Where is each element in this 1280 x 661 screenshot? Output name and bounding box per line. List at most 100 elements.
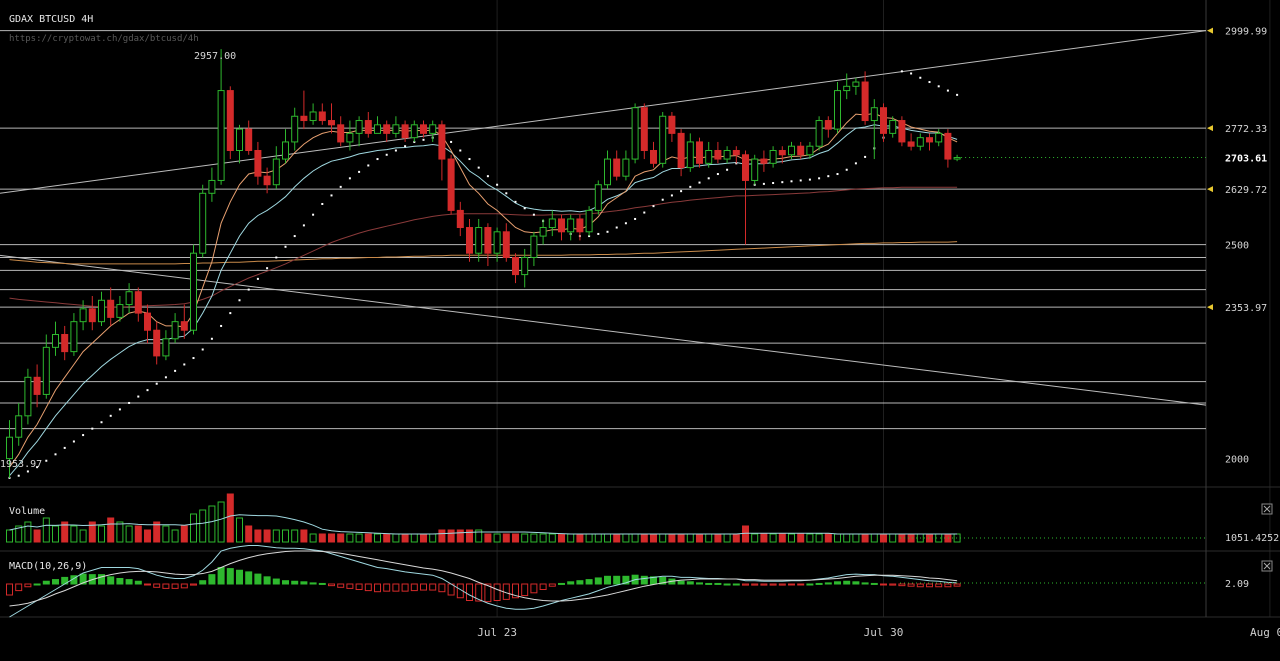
volume-bar [686, 533, 694, 543]
volume-bar [24, 521, 32, 543]
macd-histogram-bar [622, 575, 630, 585]
macd-histogram-bar [410, 583, 418, 592]
macd-histogram-bar [797, 583, 805, 586]
sar-dot [606, 230, 609, 233]
macd-histogram-bar [98, 574, 105, 585]
volume-bar [880, 533, 887, 543]
sar-dot [302, 224, 305, 227]
volume-bar [318, 533, 326, 543]
sar-dot [450, 140, 453, 143]
volume-bar [705, 533, 713, 543]
macd-histogram-bar [585, 579, 593, 585]
macd-histogram-bar [79, 573, 87, 585]
candle-body [898, 120, 906, 143]
volume-bar [245, 525, 253, 543]
sar-dot [137, 395, 140, 398]
volume-bar [548, 533, 556, 543]
candle-body [732, 149, 740, 156]
macd-histogram-bar [392, 583, 400, 592]
sar-dot [808, 178, 811, 181]
macd-histogram-bar [705, 582, 713, 585]
candle-body [907, 141, 915, 147]
sar-dot [54, 453, 57, 456]
sar-dot [220, 324, 223, 327]
candle-body [98, 299, 105, 323]
macd-histogram-bar [539, 583, 547, 590]
sar-dot [72, 440, 75, 443]
macd-histogram-bar [52, 579, 59, 585]
macd-indicator [6, 545, 961, 618]
volume-bar [815, 533, 823, 543]
candle-body [52, 334, 59, 348]
volume-bar [861, 533, 869, 543]
candle-body [420, 124, 427, 134]
macd-histogram-bar [355, 583, 363, 590]
candle-body [429, 124, 437, 134]
volume-bar [631, 533, 639, 543]
volume-bar [696, 533, 703, 543]
candle-body [889, 120, 897, 134]
sar-dot [634, 217, 637, 220]
candle-body [79, 308, 87, 323]
macd-histogram-bar [751, 583, 759, 586]
macd-histogram-bar [861, 582, 869, 585]
macd-histogram-bar [420, 583, 427, 591]
volume-bar [640, 533, 648, 543]
volume-bar [824, 533, 832, 543]
ema-fast-line [9, 112, 958, 468]
macd-histogram-bar [272, 578, 280, 585]
macd-histogram-bar [438, 583, 446, 593]
candle-body [364, 120, 372, 134]
macd-histogram-bar [282, 580, 289, 585]
sar-dot [459, 149, 462, 152]
candle-body [88, 308, 96, 323]
candle-body [70, 321, 78, 353]
volume-bar [420, 533, 427, 543]
candle-body [180, 321, 188, 331]
volume-bar [180, 525, 188, 543]
sar-dot [238, 299, 241, 302]
volume-bar [383, 533, 391, 543]
sar-dot [900, 70, 903, 73]
sar-dot [661, 198, 664, 201]
candle-body [33, 376, 41, 395]
candle-body [245, 128, 253, 151]
price-axis-label: 2999.99 [1225, 27, 1267, 38]
volume-bar [263, 529, 271, 543]
macd-histogram-bar [190, 583, 197, 586]
ma-longer-line [9, 241, 958, 265]
candle-body [309, 111, 317, 122]
candle-body [42, 346, 50, 395]
volume-bar [788, 533, 795, 543]
sar-dot [680, 190, 683, 193]
sar-dot [404, 145, 407, 148]
candle-body [548, 218, 556, 229]
volume-close-icon[interactable] [1261, 503, 1273, 515]
sar-dot [836, 173, 839, 176]
candle-body [456, 209, 464, 229]
ma-long-line [9, 186, 958, 308]
sar-dot [523, 207, 526, 210]
volume-bar [843, 533, 851, 543]
macd-histogram-bar [650, 576, 657, 585]
candle-body [751, 158, 759, 181]
candle-body [604, 158, 611, 186]
volume-bar [364, 533, 372, 543]
candle-body [61, 334, 69, 353]
sar-dot [532, 213, 535, 216]
volume-bar [392, 533, 400, 543]
volume-bar [493, 533, 501, 543]
volume-bar [272, 529, 280, 543]
macd-histogram-bar [778, 583, 786, 586]
volume-bars [6, 493, 961, 543]
macd-histogram-bar [107, 576, 115, 585]
chart-url[interactable]: https://cryptowat.ch/gdax/btcusd/4h [9, 34, 199, 44]
volume-bar [852, 533, 860, 543]
candle-body [530, 235, 538, 258]
volume-bar [125, 525, 133, 543]
price-axis-label: 2500 [1225, 241, 1249, 252]
sar-dot [164, 376, 167, 379]
macd-close-icon[interactable] [1261, 560, 1273, 572]
candle-body [153, 329, 161, 357]
